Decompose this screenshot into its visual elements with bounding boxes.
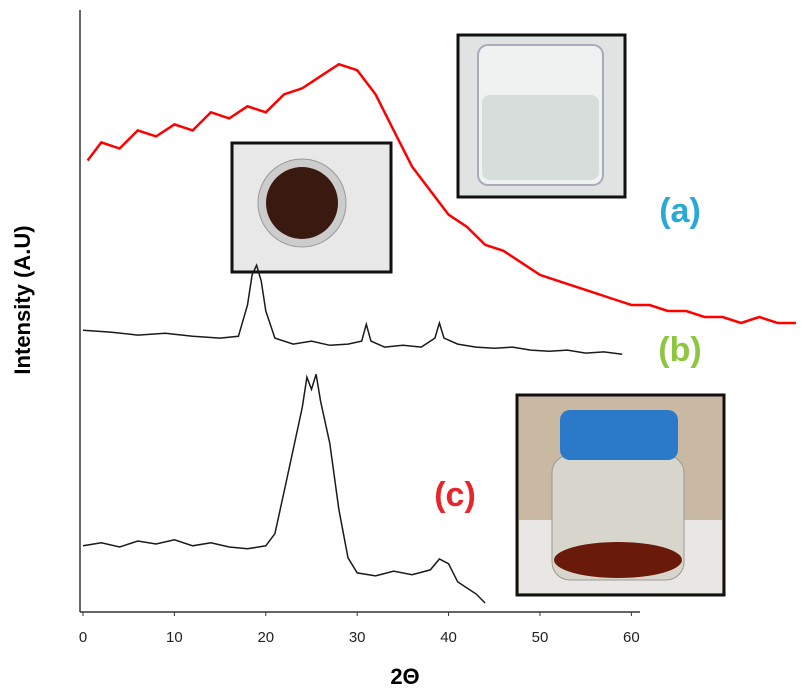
data-line	[82, 263, 623, 356]
petri-dish-photo	[230, 141, 393, 274]
y-axis-title: Intensity (A.U)	[10, 225, 35, 374]
data-line	[86, 62, 796, 325]
x-tick-label: 10	[166, 629, 183, 646]
data-line	[82, 373, 486, 604]
series-label: (a)	[659, 192, 701, 230]
series-label: (b)	[658, 331, 701, 369]
series-label: (c)	[434, 476, 476, 514]
x-tick-label: 50	[532, 629, 549, 646]
x-axis-title: 2Θ	[390, 664, 419, 689]
x-tick-label: 0	[79, 629, 87, 646]
beaker-photo	[456, 33, 627, 199]
x-tick-label: 20	[257, 629, 274, 646]
bottle-photo	[515, 393, 726, 597]
x-tick-label: 60	[623, 629, 640, 646]
x-tick-label: 40	[440, 629, 457, 646]
x-tick-label: 30	[349, 629, 366, 646]
